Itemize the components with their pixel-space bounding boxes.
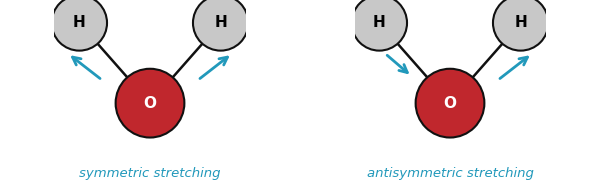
Text: O: O: [143, 96, 157, 111]
Text: symmetric stretching: symmetric stretching: [79, 167, 221, 180]
Circle shape: [352, 0, 407, 51]
Circle shape: [193, 0, 248, 51]
Circle shape: [416, 69, 484, 138]
Text: O: O: [443, 96, 457, 111]
Text: H: H: [373, 15, 386, 30]
Text: H: H: [514, 15, 527, 30]
Circle shape: [116, 69, 184, 138]
Text: antisymmetric stretching: antisymmetric stretching: [367, 167, 533, 180]
Text: H: H: [73, 15, 86, 30]
Text: H: H: [214, 15, 227, 30]
Circle shape: [52, 0, 107, 51]
Circle shape: [493, 0, 548, 51]
